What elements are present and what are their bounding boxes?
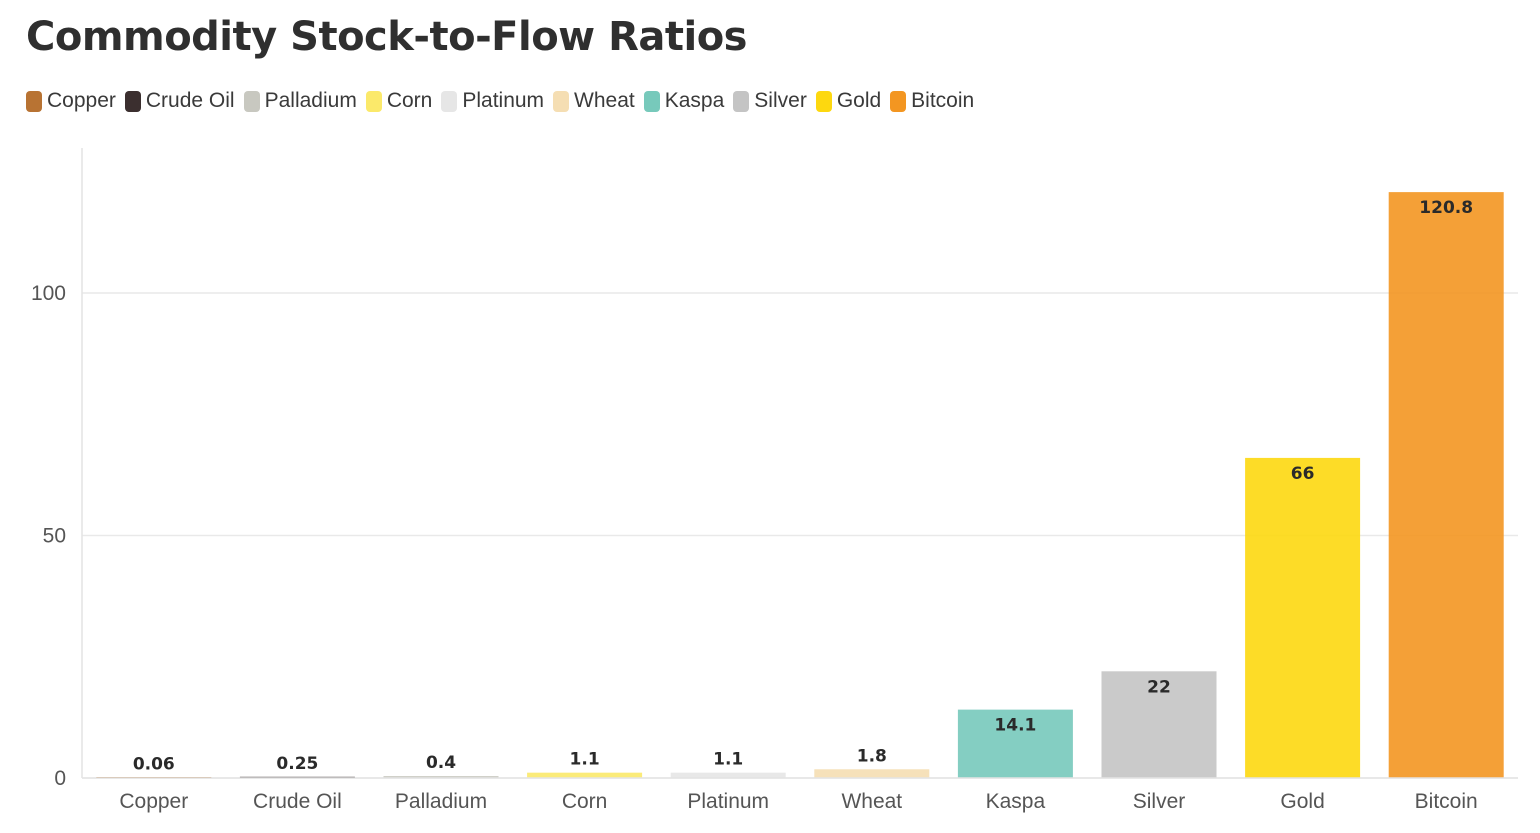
legend-item-palladium[interactable]: Palladium xyxy=(243,89,357,113)
bar-wheat[interactable] xyxy=(814,769,930,778)
legend-swatch xyxy=(365,90,382,112)
bar-bitcoin[interactable] xyxy=(1388,192,1504,778)
bar-silver[interactable] xyxy=(1101,671,1217,778)
legend-swatch xyxy=(124,90,141,112)
x-tick-label: Corn xyxy=(562,790,608,813)
data-label: 14.1 xyxy=(994,716,1036,736)
legend-label: Bitcoin xyxy=(911,89,975,112)
legend-item-silver[interactable]: Silver xyxy=(733,89,807,113)
x-tick-label: Gold xyxy=(1280,790,1324,813)
legend-label: Gold xyxy=(836,89,882,112)
legend-item-bitcoin[interactable]: Bitcoin xyxy=(890,89,974,113)
legend-label: Silver xyxy=(754,89,807,112)
legend-item-platinum[interactable]: Platinum xyxy=(441,89,544,113)
legend-item-wheat[interactable]: Wheat xyxy=(553,89,635,113)
bar-kaspa[interactable] xyxy=(957,709,1073,778)
legend-swatch xyxy=(243,90,260,112)
legend-swatch xyxy=(733,90,750,112)
legend-swatch xyxy=(815,90,832,112)
data-label: 1.1 xyxy=(570,750,600,770)
data-label: 0.06 xyxy=(133,755,175,775)
x-tick-label: Palladium xyxy=(395,790,487,813)
bar-platinum[interactable] xyxy=(670,772,786,778)
legend-label: Copper xyxy=(47,89,116,112)
data-label: 0.4 xyxy=(426,753,456,773)
legend-item-crude-oil[interactable]: Crude Oil xyxy=(124,89,235,113)
x-tick-label: Kaspa xyxy=(986,790,1046,813)
data-label: 120.8 xyxy=(1419,198,1473,218)
legend-swatch xyxy=(643,90,660,112)
y-tick-label: 100 xyxy=(31,282,66,305)
legend-label: Palladium xyxy=(264,89,357,112)
data-label: 1.8 xyxy=(857,746,887,766)
legend-swatch xyxy=(553,90,570,112)
legend-item-copper[interactable]: Copper xyxy=(26,89,116,113)
legend-swatch xyxy=(26,90,42,112)
legend-item-gold[interactable]: Gold xyxy=(815,89,882,113)
chart-title: Commodity Stock-to-Flow Ratios xyxy=(26,14,747,60)
y-tick-label: 0 xyxy=(54,767,66,790)
bar-palladium[interactable] xyxy=(383,776,499,778)
x-tick-label: Silver xyxy=(1133,790,1186,813)
data-label: 66 xyxy=(1291,464,1315,484)
legend-label: Crude Oil xyxy=(145,89,235,112)
legend-item-corn[interactable]: Corn xyxy=(365,89,433,113)
data-label: 1.1 xyxy=(713,750,743,770)
x-tick-label: Bitcoin xyxy=(1415,790,1478,813)
legend-swatch xyxy=(890,90,907,112)
legend-swatch xyxy=(441,90,458,112)
bar-gold[interactable] xyxy=(1245,457,1361,778)
legend-label: Kaspa xyxy=(664,89,725,112)
legend-label: Platinum xyxy=(462,89,545,112)
x-tick-label: Wheat xyxy=(841,790,902,813)
data-label: 22 xyxy=(1147,677,1171,697)
y-tick-label: 50 xyxy=(43,525,66,548)
x-tick-label: Platinum xyxy=(687,790,769,813)
legend-item-kaspa[interactable]: Kaspa xyxy=(643,89,725,113)
legend-label: Corn xyxy=(386,89,433,112)
legend: Copper Crude Oil Palladium Corn Platinum Whea… xyxy=(26,88,983,114)
bar-corn[interactable] xyxy=(527,772,643,778)
data-label: 0.25 xyxy=(276,754,318,774)
legend-label: Wheat xyxy=(574,89,635,112)
x-tick-label: Copper xyxy=(119,790,188,813)
x-tick-label: Crude Oil xyxy=(253,790,342,813)
